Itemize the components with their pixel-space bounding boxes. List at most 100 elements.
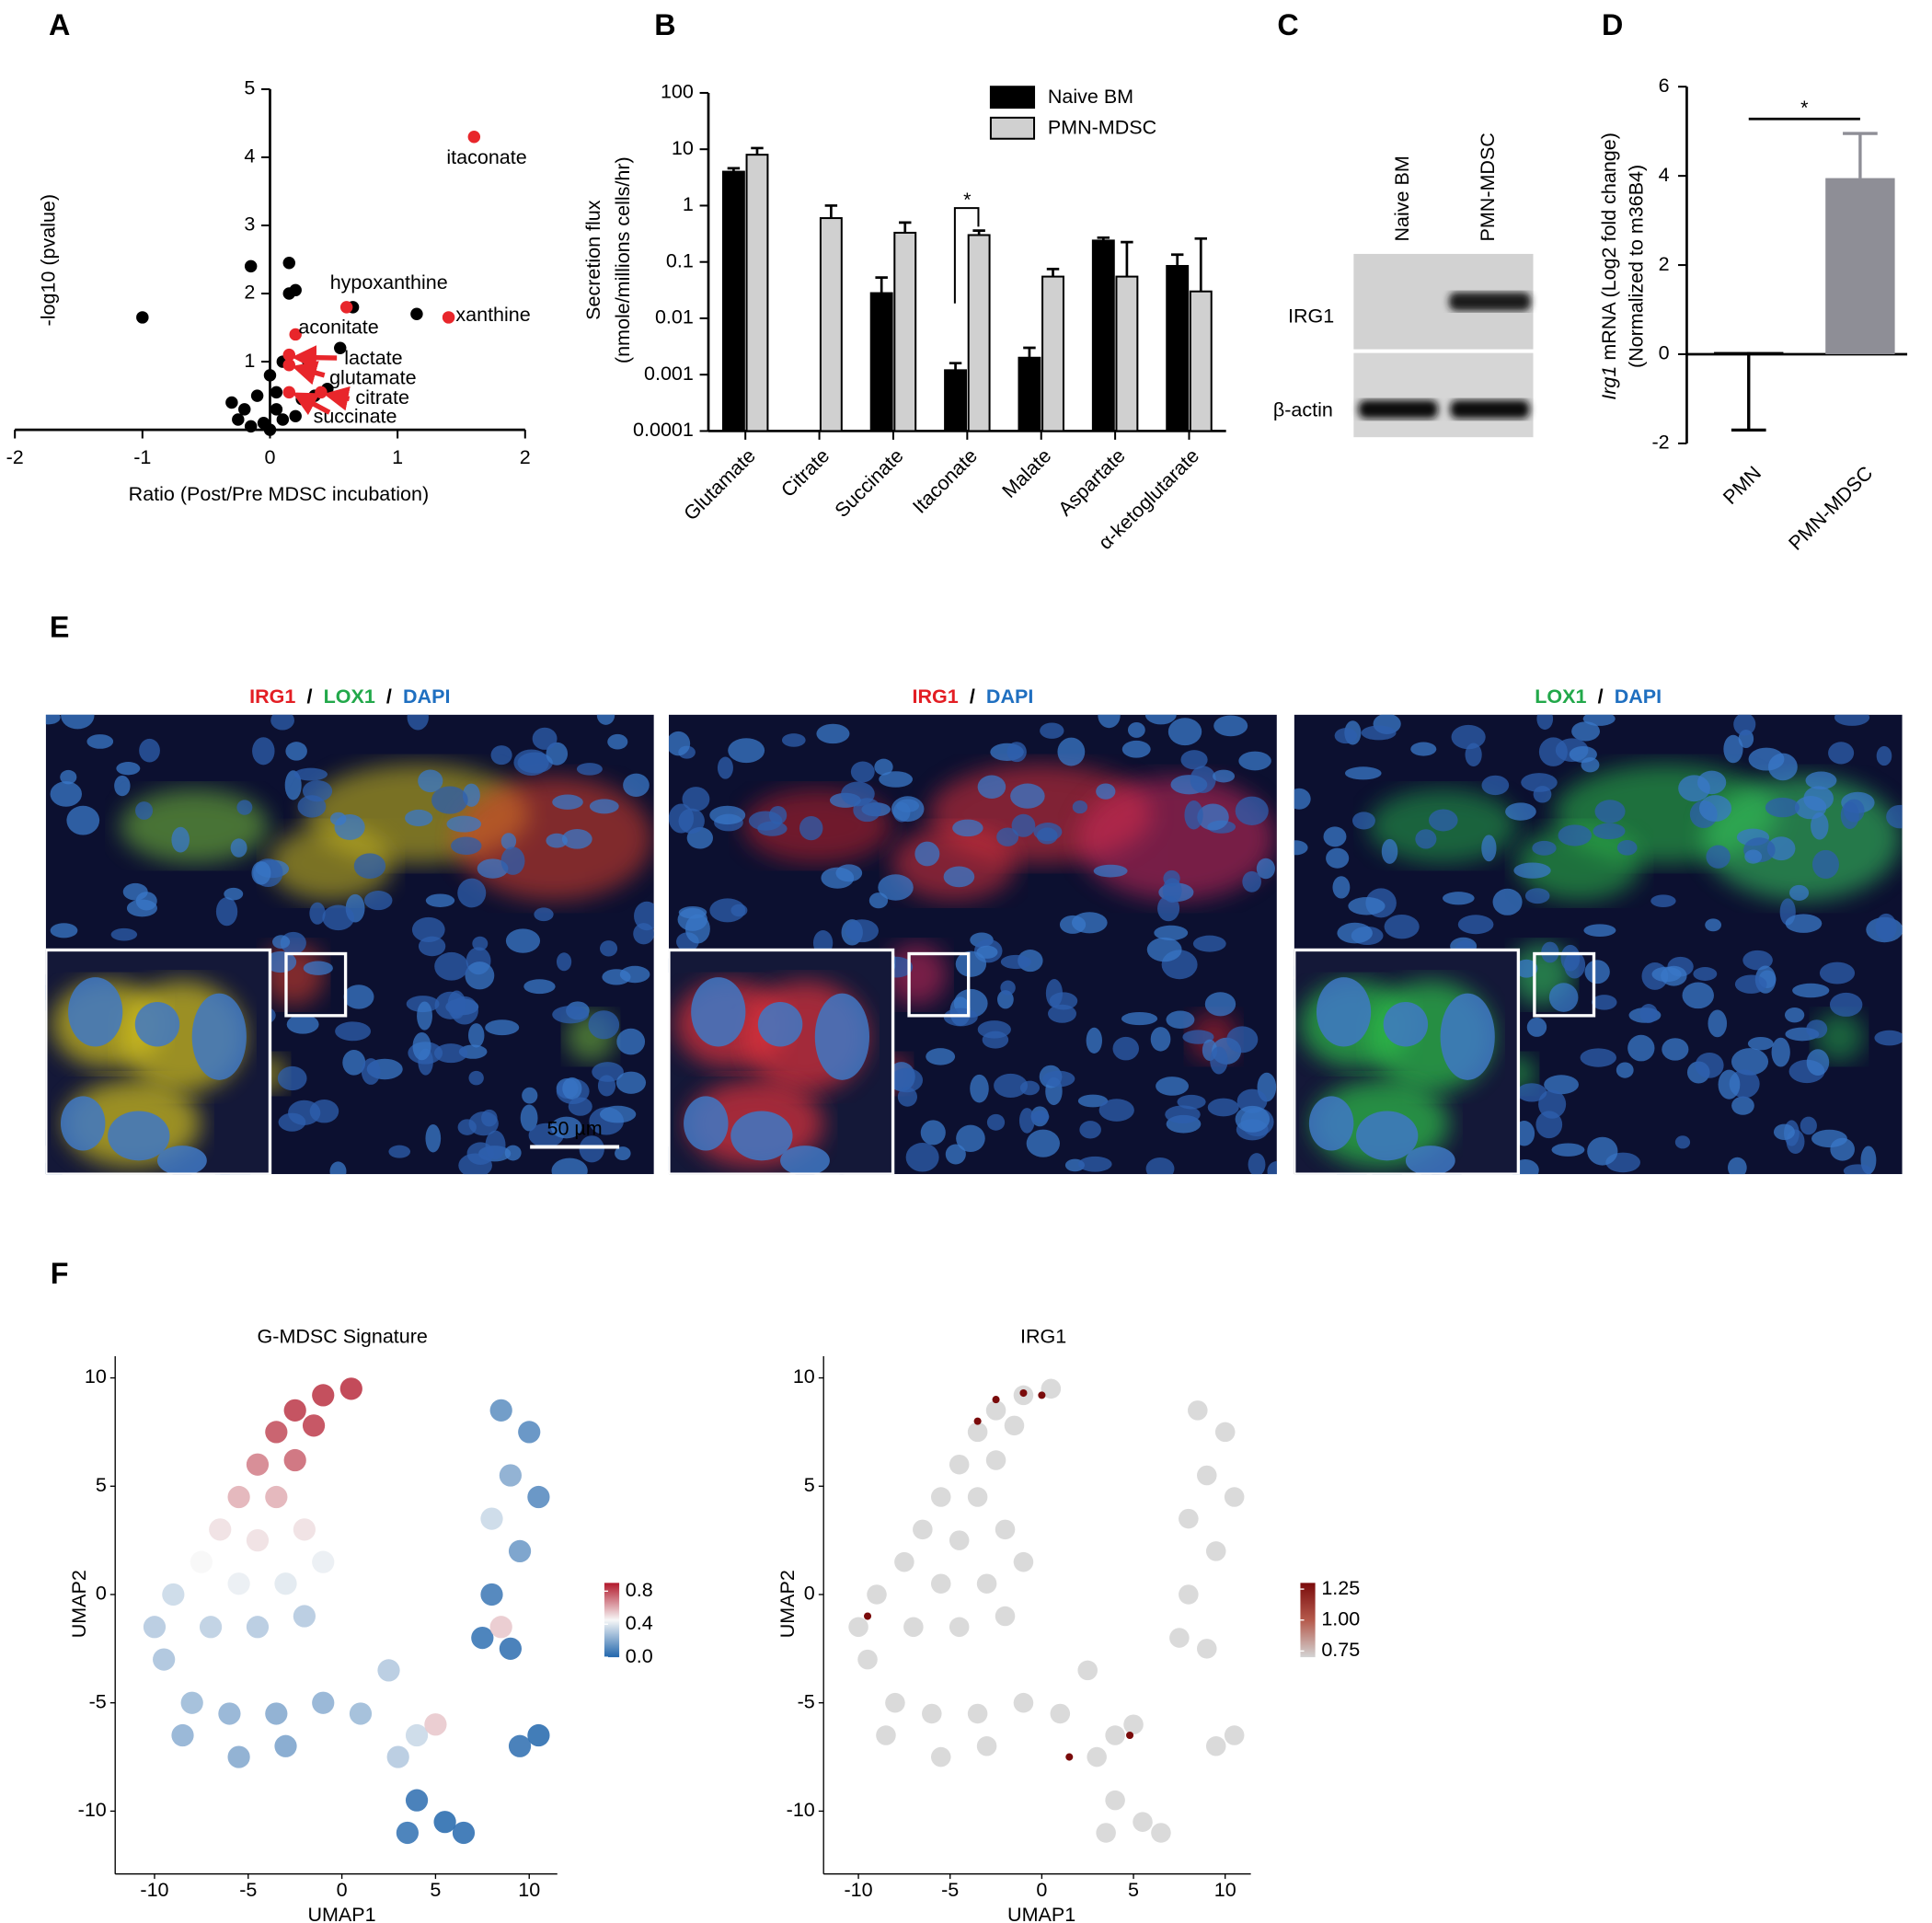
cell-point: [396, 1821, 419, 1845]
nucleus: [799, 815, 823, 841]
cell-point: [499, 1464, 522, 1487]
nucleus: [1784, 1007, 1805, 1023]
nucleus: [1071, 912, 1108, 934]
inset-nucleus: [134, 1002, 180, 1047]
nucleus: [135, 801, 154, 820]
nucleus: [576, 763, 603, 776]
nucleus: [139, 738, 160, 763]
error-bar: [899, 221, 912, 233]
y-tick-label: -2: [1651, 432, 1669, 454]
inset-nucleus: [1308, 1096, 1354, 1151]
nucleus: [982, 1031, 1009, 1049]
nucleus: [1213, 715, 1248, 737]
data-point: [289, 283, 302, 297]
nucleus: [1886, 804, 1903, 829]
nucleus: [1773, 1123, 1795, 1141]
nucleus: [1819, 962, 1856, 985]
nucleus: [1723, 734, 1743, 764]
cell-point: [265, 1421, 288, 1444]
nucleus: [1593, 823, 1626, 840]
cell-point: [227, 1485, 250, 1509]
cell-point: [162, 1583, 185, 1606]
image-title-part: /: [970, 685, 975, 708]
nucleus: [1166, 1010, 1195, 1029]
nucleus: [1019, 1080, 1041, 1096]
x-tick-label: 0: [337, 1879, 348, 1901]
cell-point: [386, 1745, 409, 1768]
nucleus: [1514, 959, 1538, 978]
y-tick-label: -5: [89, 1690, 107, 1712]
cell-point: [1169, 1628, 1190, 1648]
y-tick-label: 0: [804, 1583, 815, 1605]
nucleus: [335, 1021, 372, 1042]
nucleus: [1587, 1136, 1618, 1166]
cell-point: [985, 1400, 1006, 1421]
nucleus: [1036, 827, 1058, 845]
cell-point: [283, 1448, 306, 1472]
bar: [944, 369, 968, 432]
nucleus: [534, 907, 554, 922]
x-tick-label: Itaconate: [908, 444, 982, 518]
nucleus: [1805, 771, 1837, 789]
label-arrow: [292, 361, 326, 386]
inset-nucleus: [1316, 977, 1372, 1047]
nucleus: [633, 923, 654, 945]
cell-point: [973, 1417, 982, 1425]
nucleus: [568, 1097, 592, 1116]
x-axis-label: UMAP1: [307, 1904, 375, 1923]
nucleus: [505, 928, 541, 953]
cell-point: [1179, 1508, 1199, 1529]
nucleus: [955, 950, 987, 977]
nucleus: [1235, 796, 1269, 825]
nucleus: [678, 906, 707, 919]
nucleus: [1150, 1027, 1171, 1052]
nucleus: [1538, 737, 1568, 766]
nucleus: [468, 1111, 499, 1136]
image-title-part: IRG1: [912, 685, 958, 708]
inset-nucleus: [68, 977, 123, 1047]
nucleus: [1771, 1037, 1790, 1067]
cell-point: [377, 1659, 400, 1682]
x-tick-label: -10: [140, 1879, 168, 1901]
colorbar-tick-label: 1.25: [1321, 1577, 1360, 1599]
highlight-point: [282, 386, 296, 399]
nucleus: [458, 1153, 492, 1175]
data-point: [136, 311, 149, 324]
blot-bottom: [1353, 352, 1534, 438]
cell-point: [424, 1713, 447, 1736]
cell-point: [246, 1616, 270, 1639]
nucleus: [607, 733, 628, 750]
nucleus: [363, 891, 393, 911]
bar: [1018, 356, 1041, 432]
bar: [967, 234, 991, 432]
nucleus: [1492, 888, 1523, 915]
nucleus: [485, 1019, 520, 1036]
cell-point: [1004, 1415, 1025, 1436]
nucleus: [1803, 786, 1834, 812]
legend-swatch: [989, 116, 1036, 140]
y-tick-label: 0.1: [666, 249, 694, 271]
error-bar: [1046, 268, 1060, 277]
nucleus: [270, 714, 294, 731]
x-axis-label: Ratio (Post/Pre MDSC incubation): [129, 483, 429, 505]
nucleus: [446, 815, 482, 833]
nucleus: [1560, 944, 1581, 972]
x-tick-label: Glutamate: [680, 444, 760, 524]
nucleus: [285, 742, 307, 761]
nucleus: [615, 1071, 647, 1094]
bar: [869, 292, 893, 432]
image-title-part: /: [386, 685, 392, 708]
nucleus: [596, 714, 615, 725]
nucleus: [1742, 950, 1773, 971]
cell-point: [274, 1572, 297, 1595]
blot-band: [1448, 292, 1531, 311]
highlight-point: [339, 301, 353, 314]
error-bar: [727, 167, 741, 172]
nucleus: [451, 836, 482, 856]
nucleus: [1481, 775, 1510, 796]
nucleus: [1829, 992, 1863, 1017]
error-bar: [972, 229, 985, 236]
image-title-part: LOX1: [324, 685, 375, 708]
signal-blob: [1702, 777, 1902, 901]
colorbar-tick-label: 0.8: [626, 1579, 653, 1601]
